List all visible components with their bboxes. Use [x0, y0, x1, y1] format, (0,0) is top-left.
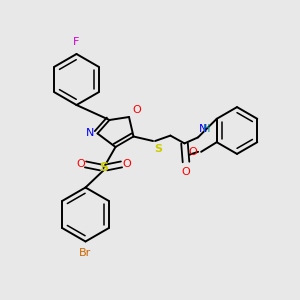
Text: O: O [182, 167, 190, 177]
Text: Br: Br [80, 248, 92, 257]
Text: O: O [132, 105, 141, 115]
Text: F: F [73, 38, 80, 47]
Text: O: O [122, 159, 131, 169]
Text: O: O [189, 147, 197, 158]
Text: N: N [199, 124, 208, 134]
Text: N: N [86, 128, 94, 139]
Text: S: S [154, 144, 162, 154]
Text: S: S [99, 161, 108, 174]
Text: O: O [76, 159, 85, 169]
Text: H: H [203, 124, 211, 134]
